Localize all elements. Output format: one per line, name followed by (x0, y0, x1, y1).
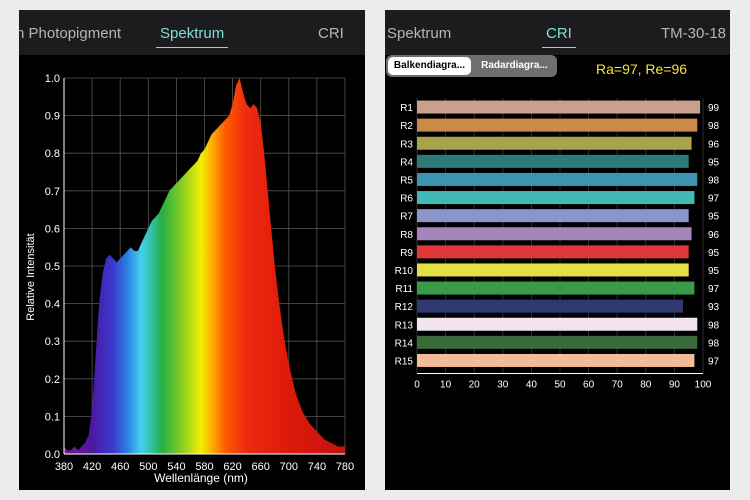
bar-chart-segment[interactable]: Balkendiagra... (388, 57, 471, 75)
cri-category-label: R1 (400, 103, 413, 114)
x-tick-label: 540 (167, 461, 185, 473)
x-tick-label: 660 (252, 461, 270, 473)
cri-value-label: 98 (708, 320, 720, 331)
cri-value-label: 95 (708, 266, 720, 277)
y-tick-label: 0.2 (45, 374, 60, 386)
y-axis-label: Relative Intensität (25, 233, 37, 320)
x-tick-label: 700 (280, 461, 298, 473)
cri-value-label: 95 (708, 157, 720, 168)
cri-category-label: R3 (400, 139, 413, 150)
y-tick-label: 0.6 (45, 223, 60, 235)
y-tick-label: 1.0 (45, 73, 60, 85)
tab-cri[interactable]: CRI (318, 25, 344, 42)
cri-value-label: 97 (708, 356, 720, 367)
tab-photopigment[interactable]: n Photopigment (19, 25, 122, 42)
cri-panel: Spektrum CRI TM-30-18 Balkendiagra... Ra… (385, 10, 730, 490)
cri-category-label: R13 (395, 320, 414, 331)
cri-value-label: 97 (708, 194, 720, 205)
cri-x-tick-label: 30 (497, 380, 509, 391)
tab-tm30[interactable]: TM-30-18 (661, 25, 727, 42)
cri-x-tick-label: 70 (612, 380, 624, 391)
x-tick-label: 460 (111, 461, 129, 473)
cri-category-label: R10 (395, 266, 414, 277)
left-tab-bar: n Photopigment Spektrum CRI (19, 10, 365, 55)
cri-bar-r5 (417, 172, 698, 186)
cri-x-tick-label: 0 (414, 380, 420, 391)
tab-cri[interactable]: CRI (542, 25, 576, 48)
cri-x-tick-label: 10 (440, 380, 452, 391)
cri-value-label: 96 (708, 139, 720, 150)
cri-category-label: R4 (400, 157, 413, 168)
spectrum-panel: n Photopigment Spektrum CRI Relative Int… (19, 10, 365, 490)
radar-chart-segment[interactable]: Radardiagra... (481, 60, 548, 71)
cri-category-label: R14 (395, 338, 414, 349)
cri-x-tick-label: 60 (583, 380, 595, 391)
right-tab-bar: Spektrum CRI TM-30-18 (385, 10, 730, 55)
x-axis-label: Wellenlänge (nm) (154, 471, 248, 485)
cri-x-tick-label: 50 (554, 380, 566, 391)
cri-category-label: R15 (395, 356, 414, 367)
chart-type-segmented-control: Balkendiagra... Radardiagra... (386, 55, 557, 77)
cri-value-label: 93 (708, 302, 720, 313)
cri-value-label: 97 (708, 284, 720, 295)
x-tick-label: 380 (55, 461, 73, 473)
tab-spektrum[interactable]: Spektrum (155, 25, 229, 48)
cri-x-tick-label: 80 (640, 380, 652, 391)
cri-value-label: 98 (708, 121, 720, 132)
spectrum-area (64, 78, 345, 454)
cri-x-tick-label: 40 (526, 380, 538, 391)
x-tick-label: 420 (83, 461, 101, 473)
cri-value-label: 98 (708, 338, 720, 349)
x-tick-label: 780 (336, 461, 354, 473)
x-tick-label: 580 (195, 461, 213, 473)
cri-x-tick-label: 20 (469, 380, 481, 391)
cri-bar-r9 (417, 245, 689, 259)
y-tick-label: 0.8 (45, 148, 60, 160)
x-tick-label: 740 (308, 461, 326, 473)
y-tick-label: 0.4 (45, 299, 60, 311)
cri-bar-r2 (417, 118, 698, 132)
y-tick-label: 0.5 (45, 261, 60, 273)
cri-bar-r3 (417, 136, 692, 150)
cri-bar-r12 (417, 299, 683, 313)
cri-category-label: R11 (395, 284, 413, 295)
y-tick-label: 0.9 (45, 111, 60, 123)
cri-bar-r7 (417, 209, 689, 223)
cri-bar-r10 (417, 263, 689, 277)
cri-bar-r6 (417, 191, 695, 205)
tab-spektrum[interactable]: Spektrum (387, 25, 452, 42)
cri-category-label: R7 (400, 212, 413, 223)
cri-bar-r4 (417, 154, 689, 168)
y-tick-label: 0.7 (45, 186, 60, 198)
cri-bar-r13 (417, 317, 698, 331)
cri-bar-r14 (417, 335, 698, 349)
cri-category-label: R9 (400, 248, 413, 259)
cri-bar-r15 (417, 353, 695, 367)
cri-value-label: 95 (708, 212, 720, 223)
cri-value-label: 95 (708, 248, 720, 259)
cri-bar-chart: R1 99 R2 98 R3 96 R4 95 R5 98 R6 97 R7 95 R8 96 R9 95 R10 9… (395, 98, 720, 391)
y-tick-label: 0.1 (45, 411, 60, 423)
cri-value-label: 99 (708, 103, 720, 114)
cri-value-label: 96 (708, 230, 720, 241)
cri-value-label: 98 (708, 175, 720, 186)
cri-bar-r1 (417, 100, 701, 114)
ra-re-summary: Ra=97, Re=96 (596, 61, 688, 77)
x-tick-label: 620 (223, 461, 241, 473)
cri-category-label: R12 (395, 302, 414, 313)
cri-category-label: R5 (400, 175, 413, 186)
cri-x-tick-label: 90 (669, 380, 681, 391)
spectrum-chart: Relative Intensität Wellenlänge (nm) 0.0… (25, 73, 354, 485)
cri-x-tick-label: 100 (695, 380, 712, 391)
cri-category-label: R6 (400, 194, 413, 205)
x-tick-label: 500 (139, 461, 157, 473)
cri-category-label: R8 (400, 230, 413, 241)
cri-bar-r11 (417, 281, 695, 295)
cri-category-label: R2 (400, 121, 413, 132)
cri-bar-r8 (417, 227, 692, 241)
y-tick-label: 0.3 (45, 336, 60, 348)
y-tick-label: 0.0 (45, 449, 60, 461)
